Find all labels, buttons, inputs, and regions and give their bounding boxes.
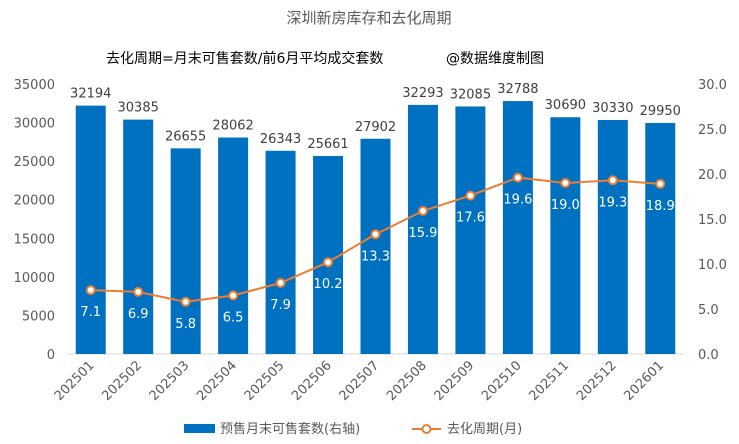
right-y-tick-label: 0.0 xyxy=(698,348,719,363)
right-y-tick-label: 30.0 xyxy=(698,78,727,93)
right-y-tick-label: 10.0 xyxy=(698,258,727,273)
bar xyxy=(645,122,676,354)
x-tick-label: 202506 xyxy=(289,358,335,404)
left-y-axis: 0 5000 10000 15000 20000 25000 30000 35000 xyxy=(14,78,55,363)
left-y-tick-label: 35000 xyxy=(14,78,55,93)
bar xyxy=(550,117,581,355)
bar-value-label: 30385 xyxy=(118,101,159,116)
line-value-label: 19.0 xyxy=(551,198,580,213)
legend: 预售月末可售套数(右轴) 去化周期(月) xyxy=(184,421,522,437)
bar-value-label: 26343 xyxy=(260,132,301,147)
bar xyxy=(123,119,154,354)
line-point xyxy=(275,277,286,288)
left-y-tick-label: 10000 xyxy=(14,271,55,286)
bar-value-label: 32293 xyxy=(402,86,443,101)
x-tick-label: 202502 xyxy=(99,358,145,404)
x-tick-label: 202507 xyxy=(337,358,383,404)
legend-bar-label: 预售月末可售套数(右轴) xyxy=(220,421,360,437)
line-data-labels: 7.1 6.9 5.8 6.5 7.9 10.2 13.3 15.9 17.6 19.6 19.0 1… xyxy=(80,193,674,332)
left-y-tick-label: 15000 xyxy=(14,232,55,247)
chart-watermark: @数据维度制图 xyxy=(446,51,544,67)
bar xyxy=(597,120,628,354)
x-tick-label: 202504 xyxy=(194,358,240,404)
bar xyxy=(218,137,249,354)
line-value-label: 10.2 xyxy=(314,277,343,292)
line-value-label: 18.9 xyxy=(646,199,675,214)
x-tick-label: 202512 xyxy=(574,358,620,404)
bar xyxy=(313,156,344,354)
right-y-tick-label: 15.0 xyxy=(698,213,727,228)
x-tick-label: 202509 xyxy=(432,358,478,404)
bar-value-label: 30690 xyxy=(545,98,586,113)
bar-value-label: 32085 xyxy=(450,87,491,102)
left-y-tick-label: 25000 xyxy=(14,155,55,170)
left-y-tick-label: 5000 xyxy=(22,309,55,324)
bar xyxy=(455,106,486,354)
right-y-tick-label: 20.0 xyxy=(698,168,727,183)
line-point xyxy=(465,190,476,201)
x-tick-label: 202601 xyxy=(621,358,667,404)
bar xyxy=(265,150,296,354)
line-point xyxy=(560,178,571,188)
bar-value-label: 32194 xyxy=(70,87,111,102)
bar xyxy=(502,101,533,355)
bar xyxy=(407,104,438,354)
bar-value-label: 25661 xyxy=(307,137,348,152)
x-tick-label: 202510 xyxy=(479,358,525,404)
bar-series xyxy=(75,101,676,355)
left-y-tick-label: 30000 xyxy=(14,117,55,132)
bar xyxy=(360,138,391,354)
line-point xyxy=(607,175,618,186)
x-axis-ticks: 202501 202502 202503 202504 202505 202506 2025… xyxy=(52,358,667,404)
line-point xyxy=(417,205,428,216)
line-point xyxy=(228,290,239,301)
bar-data-labels: 32194 30385 26655 28062 26343 25661 27902 32293… xyxy=(70,82,681,152)
line-value-label: 15.9 xyxy=(408,226,437,241)
line-value-label: 13.3 xyxy=(361,249,390,264)
line-value-label: 19.6 xyxy=(503,193,532,208)
line-series xyxy=(85,172,666,307)
x-tick-label: 202501 xyxy=(52,358,98,404)
x-tick-label: 202511 xyxy=(526,358,572,404)
line-value-label: 6.5 xyxy=(223,311,244,326)
line-point xyxy=(180,296,191,307)
x-tick-label: 202505 xyxy=(242,358,288,404)
line-value-label: 7.1 xyxy=(80,305,101,320)
right-y-tick-label: 25.0 xyxy=(698,123,727,138)
right-y-tick-label: 5.0 xyxy=(698,303,719,318)
line-value-label: 6.9 xyxy=(128,307,149,322)
line-point xyxy=(370,229,381,240)
bar-value-label: 26655 xyxy=(165,129,206,144)
line-value-label: 5.8 xyxy=(175,317,196,332)
bar-value-label: 28062 xyxy=(212,119,253,134)
bar-value-label: 30330 xyxy=(592,101,633,116)
legend-bar-swatch xyxy=(184,424,215,433)
x-tick-label: 202503 xyxy=(147,358,193,404)
bar xyxy=(170,148,201,354)
line-point xyxy=(133,286,144,297)
bar-value-label: 27902 xyxy=(355,120,396,135)
legend-line-label: 去化周期(月) xyxy=(447,422,522,437)
right-y-axis: 0.0 5.0 10.0 15.0 20.0 25.0 30.0 xyxy=(698,78,727,363)
bar-value-label: 29950 xyxy=(640,104,681,119)
left-y-tick-label: 0 xyxy=(47,348,55,363)
chart-subtitle: 去化周期=月末可售套数/前6月平均成交套数 xyxy=(106,50,383,67)
left-y-tick-label: 20000 xyxy=(14,194,55,209)
line-point xyxy=(323,257,334,268)
bar-value-label: 32788 xyxy=(497,82,538,97)
legend-line-marker xyxy=(421,424,432,434)
line-point xyxy=(512,172,523,183)
bar xyxy=(75,105,106,354)
line-point xyxy=(655,178,666,189)
chart-title: 深圳新房库存和去化周期 xyxy=(286,9,451,27)
line-value-label: 17.6 xyxy=(456,211,485,226)
line-value-label: 19.3 xyxy=(598,195,627,210)
x-tick-label: 202508 xyxy=(384,358,430,404)
line-point xyxy=(85,285,96,296)
line-value-label: 7.9 xyxy=(270,298,291,313)
